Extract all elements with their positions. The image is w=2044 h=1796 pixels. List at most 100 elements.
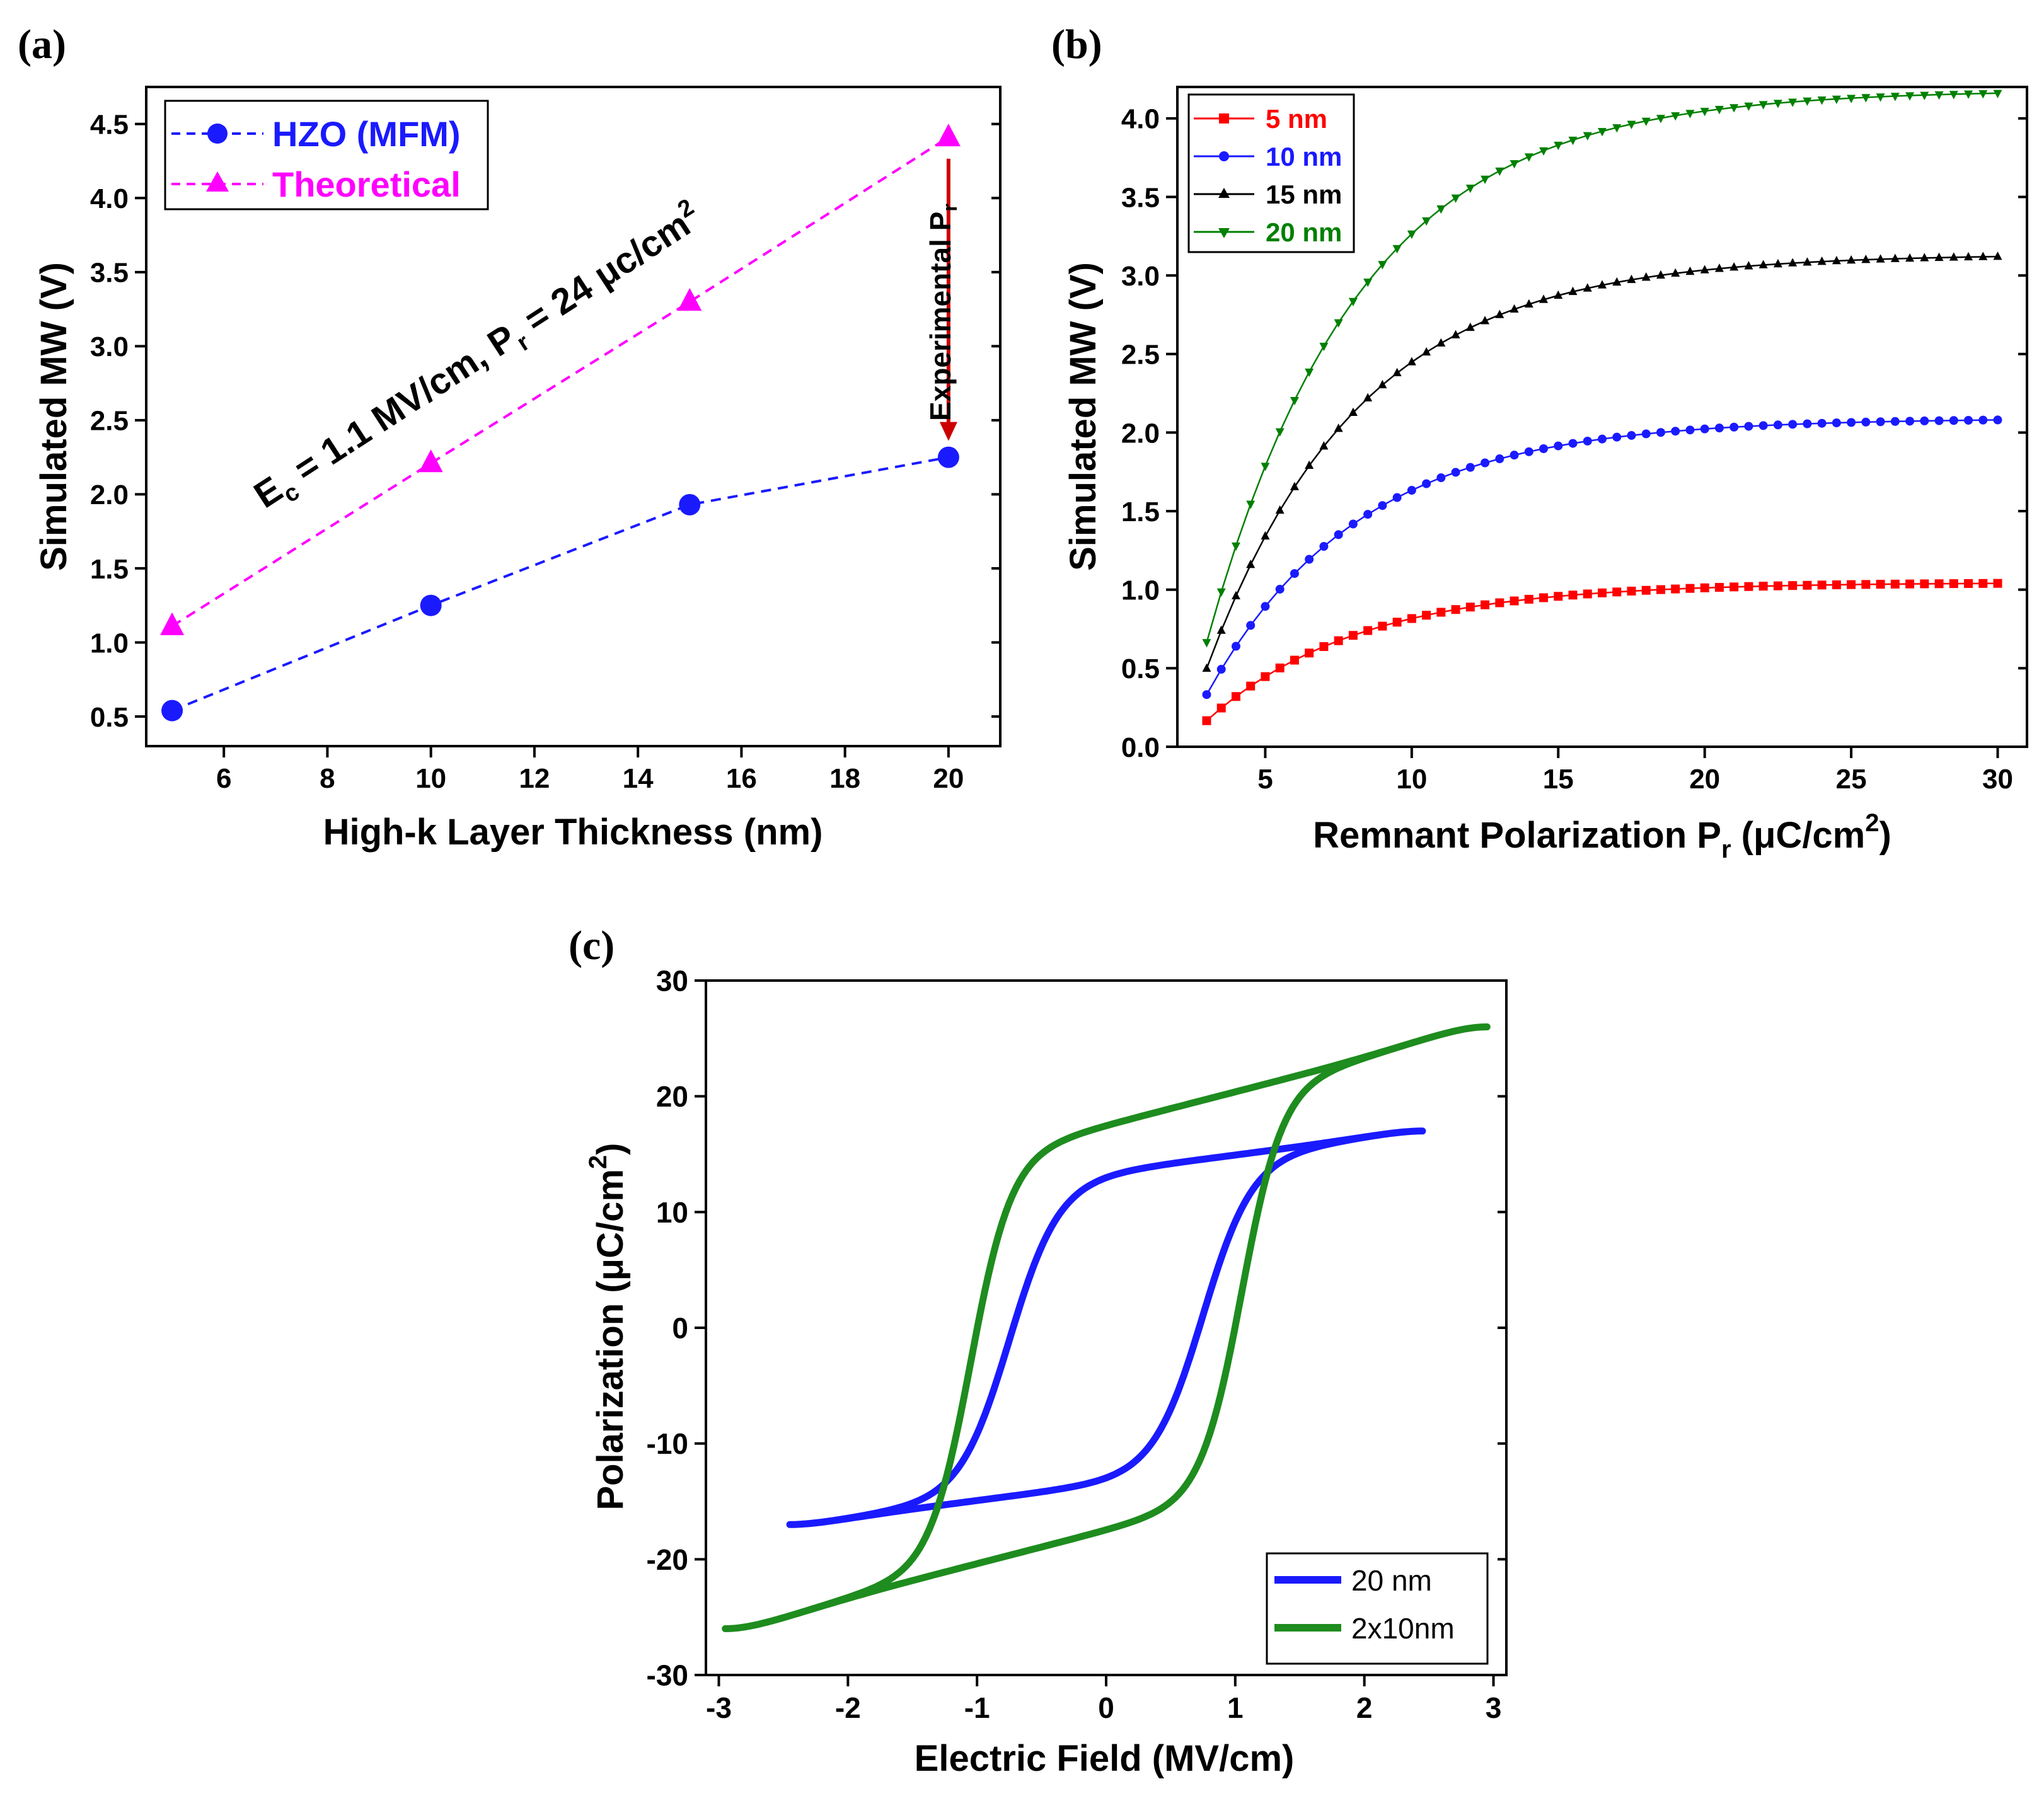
chart-c-ytick-label: -20 <box>647 1543 688 1576</box>
chart-b-point <box>1788 258 1798 267</box>
experimental-pr-arrow <box>939 158 957 441</box>
chart-b-point <box>1773 581 1782 590</box>
chart-b-point <box>1832 418 1841 428</box>
chart-b-point <box>1744 582 1753 591</box>
chart-c-xtick-label: 0 <box>1098 1691 1114 1724</box>
chart-b-point <box>1788 98 1798 107</box>
chart-b-point <box>1436 338 1446 347</box>
chart-b-point <box>1612 587 1622 597</box>
chart-b-point <box>1758 421 1768 430</box>
legend-theoretical-marker <box>206 171 229 192</box>
chart-b-point <box>1495 167 1504 176</box>
chart-b-point <box>1714 106 1724 115</box>
chart-a-xtick-label: 12 <box>519 763 550 794</box>
chart-b-point <box>1407 230 1416 239</box>
chart-b-point <box>1348 519 1358 529</box>
chart-b-point <box>1378 261 1387 270</box>
chart-b-point <box>1847 418 1856 427</box>
chart-b-point <box>1656 115 1665 124</box>
chart-c-ytick-label: 30 <box>656 965 688 998</box>
chart-b-point <box>1465 463 1475 472</box>
chart-b-point <box>1216 665 1226 674</box>
chart-a-ticks: 6 8 10 12 14 16 18 20 0.5 1.0 1.5 2.0 2.5 3.0 3.5 4.0 4.… <box>90 110 1000 794</box>
chart-b-point <box>1465 322 1475 331</box>
chart-b-point <box>1568 136 1578 146</box>
chart-b-point <box>1641 429 1651 439</box>
chart-b-point <box>1978 579 1988 588</box>
chart-b-point <box>1876 580 1885 589</box>
chart-a-point <box>678 287 702 311</box>
chart-b-point <box>1773 420 1782 430</box>
chart-b-point <box>1275 505 1285 514</box>
chart-b-point <box>1788 420 1798 429</box>
chart-b-point <box>1495 598 1504 607</box>
chart-b-point <box>1934 579 1944 589</box>
chart-b-point <box>1290 569 1299 579</box>
chart-b-point <box>1598 434 1607 444</box>
chart-b-point <box>1729 262 1739 271</box>
chart-b-point <box>1554 441 1563 451</box>
chart-a-point <box>937 446 959 468</box>
chart-b-point <box>1378 621 1387 631</box>
chart-b-point <box>1246 560 1256 568</box>
chart-a-ytick-label: 3.5 <box>90 258 129 289</box>
chart-b-point <box>1832 580 1841 590</box>
chart-b-point <box>1202 663 1211 672</box>
chart-c-xtick-label: -2 <box>835 1691 861 1724</box>
chart-b-frame <box>1176 86 2028 748</box>
chart-b-point <box>1920 579 1929 589</box>
chart-b-legend-box <box>1187 93 1355 253</box>
chart-a-point <box>936 124 961 147</box>
chart-c-ylabel: Polarization (μC/cm2) <box>584 1143 631 1510</box>
chart-b-point <box>1568 590 1578 600</box>
chart-b-point <box>1436 473 1446 483</box>
chart-b-point <box>1348 407 1358 417</box>
chart-b-point <box>1334 636 1343 645</box>
chart-b-point <box>1275 663 1285 672</box>
legend-5nm-marker <box>1219 113 1229 124</box>
chart-a-point <box>160 612 185 635</box>
chart-b-point <box>1305 555 1314 564</box>
chart-b-point <box>1290 481 1299 490</box>
chart-b-point <box>1465 184 1475 193</box>
chart-c-xtick-label: 1 <box>1227 1691 1244 1724</box>
chart-b-point <box>1583 132 1592 141</box>
chart-b-point <box>1363 626 1373 635</box>
chart-b-point <box>1803 257 1812 266</box>
chart-b-point <box>1319 441 1329 450</box>
chart-b-ytick-label: 2.0 <box>1121 418 1160 449</box>
chart-b-point <box>1744 102 1753 112</box>
chart-b-point <box>1612 124 1622 133</box>
chart-b-point <box>1847 255 1856 264</box>
chart-a-ytick-label: 3.0 <box>90 331 129 362</box>
chart-b-point <box>1451 468 1460 477</box>
legend-15nm-marker <box>1218 188 1230 198</box>
chart-b-point <box>1246 621 1256 630</box>
chart-a-legend: HZO (MFM) Theoretical <box>164 100 489 210</box>
chart-b-point <box>1583 283 1592 292</box>
chart-b-point <box>1890 253 1900 262</box>
chart-b-xtick-label: 30 <box>1982 764 2013 795</box>
chart-b-point <box>1964 251 1973 261</box>
chart-b-legend: 5 nm 10 nm 15 nm 20 nm <box>1187 93 1355 253</box>
chart-b-point <box>1671 268 1680 277</box>
chart-b-point <box>1949 252 1958 261</box>
chart-b-point <box>1861 255 1871 263</box>
chart-b-point <box>1305 460 1314 469</box>
chart-a-ylabel: Simulated MW (V) <box>33 262 74 571</box>
chart-b-ytick-label: 2.5 <box>1121 340 1160 371</box>
chart-b-point <box>1656 585 1665 594</box>
chart-b-point <box>1246 681 1256 691</box>
chart-b-ytick-label: 1.0 <box>1121 575 1160 606</box>
chart-b-point <box>1964 579 1973 588</box>
chart-a-ytick-label: 2.5 <box>90 406 129 437</box>
chart-a-point <box>419 449 443 473</box>
chart-a-series-line-0 <box>171 456 949 712</box>
chart-b-point <box>1451 605 1460 614</box>
panel-label-c: (c) <box>569 923 615 969</box>
chart-b-point <box>1539 444 1549 453</box>
chart-b-ytick-label: 3.0 <box>1121 261 1160 292</box>
chart-b-point <box>1348 297 1358 307</box>
chart-b-point <box>1949 91 1958 100</box>
